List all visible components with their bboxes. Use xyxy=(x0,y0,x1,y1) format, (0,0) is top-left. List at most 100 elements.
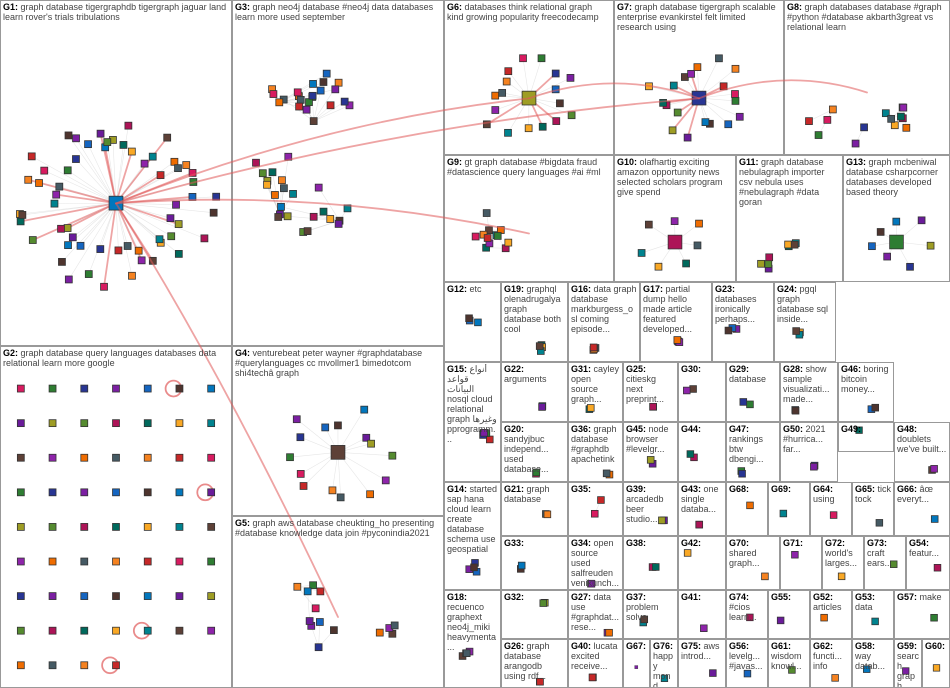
node-icon xyxy=(539,404,546,411)
group-panel-g32: G32: xyxy=(501,590,568,639)
node-icon xyxy=(505,239,512,246)
group-panel-g47: G47: rankings btw dbengi... xyxy=(726,422,780,482)
node-icon xyxy=(725,327,732,334)
node-icon xyxy=(164,134,171,141)
node-icon xyxy=(120,141,127,148)
node-icon xyxy=(144,627,151,634)
node-icon xyxy=(17,489,24,496)
node-icon xyxy=(647,456,654,463)
network-svg xyxy=(853,591,893,638)
group-panel-g12: G12: etc xyxy=(444,282,501,362)
group-panel-g6: G6: databases think relational graph kin… xyxy=(444,0,614,155)
group-panel-g53: G53: data xyxy=(852,590,894,639)
node-icon xyxy=(176,420,183,427)
node-icon xyxy=(310,80,317,87)
network-svg xyxy=(839,423,893,451)
group-panel-g5: G5: graph aws database cheukting_ho pres… xyxy=(232,516,444,688)
network-svg xyxy=(853,483,893,535)
node-icon xyxy=(494,233,501,240)
node-icon xyxy=(97,246,104,253)
node-icon xyxy=(589,674,596,681)
node-icon xyxy=(890,235,904,249)
node-icon xyxy=(303,106,310,113)
node-icon xyxy=(17,454,24,461)
node-icon xyxy=(332,86,339,93)
node-icon xyxy=(638,250,645,257)
node-icon xyxy=(183,162,190,169)
node-icon xyxy=(320,208,327,215)
node-icon xyxy=(747,502,754,509)
node-icon xyxy=(176,454,183,461)
node-icon xyxy=(888,115,895,122)
network-svg xyxy=(569,483,622,535)
network-svg xyxy=(727,483,767,535)
node-icon xyxy=(208,558,215,565)
group-panel-g75: G75: aws introd... xyxy=(678,639,726,688)
node-icon xyxy=(684,134,691,141)
node-icon xyxy=(382,477,389,484)
network-svg xyxy=(769,591,809,638)
group-panel-g24: G24: pgql graph database sql inside... xyxy=(774,282,836,362)
node-icon xyxy=(838,573,845,580)
node-icon xyxy=(732,91,739,98)
node-icon xyxy=(49,420,56,427)
node-icon xyxy=(598,497,605,504)
node-icon xyxy=(280,185,287,192)
network-svg xyxy=(502,591,567,638)
node-icon xyxy=(144,558,151,565)
group-panel-g69: G69: xyxy=(768,482,810,536)
node-icon xyxy=(306,618,313,625)
node-icon xyxy=(310,118,317,125)
node-icon xyxy=(297,96,304,103)
node-icon xyxy=(652,564,659,571)
group-panel-g7: G7: graph database tigergraph scalable e… xyxy=(614,0,784,155)
network-svg xyxy=(679,537,725,589)
network-svg xyxy=(502,537,567,589)
node-icon xyxy=(269,169,276,176)
node-icon xyxy=(777,617,784,624)
node-icon xyxy=(138,257,145,264)
node-icon xyxy=(483,210,490,217)
node-icon xyxy=(389,452,396,459)
node-icon xyxy=(361,406,368,413)
node-icon xyxy=(538,55,545,62)
node-icon xyxy=(168,233,175,240)
node-icon xyxy=(176,558,183,565)
group-panel-g48: G48: doublets we've built... xyxy=(894,422,950,482)
node-icon xyxy=(499,89,506,96)
node-icon xyxy=(208,454,215,461)
node-icon xyxy=(315,184,322,191)
node-icon xyxy=(259,170,266,177)
group-panel-g40: G40: lucata excited receive... xyxy=(568,639,623,688)
node-icon xyxy=(296,103,303,110)
node-icon xyxy=(208,593,215,600)
node-icon xyxy=(208,420,215,427)
network-svg xyxy=(727,423,779,481)
node-icon xyxy=(537,678,544,685)
node-icon xyxy=(208,627,215,634)
node-icon xyxy=(694,242,701,249)
node-icon xyxy=(65,132,72,139)
group-panel-g76: G76: happy mond... xyxy=(650,639,678,688)
network-svg xyxy=(895,483,949,535)
node-icon xyxy=(709,670,716,677)
node-icon xyxy=(49,593,56,600)
node-icon xyxy=(109,196,123,210)
node-icon xyxy=(829,106,836,113)
network-svg xyxy=(502,283,567,361)
node-icon xyxy=(694,64,701,71)
group-panel-g52: G52: articles xyxy=(810,590,852,639)
node-icon xyxy=(376,629,383,636)
network-svg xyxy=(502,363,567,421)
node-icon xyxy=(135,247,142,254)
network-svg xyxy=(679,363,725,421)
node-icon xyxy=(552,86,559,93)
node-icon xyxy=(157,172,164,179)
group-panel-g30: G30: xyxy=(678,362,726,422)
node-icon xyxy=(518,562,525,569)
node-icon xyxy=(486,436,493,443)
node-icon xyxy=(104,139,111,146)
node-icon xyxy=(341,98,348,105)
node-icon xyxy=(503,78,510,85)
node-icon xyxy=(463,650,470,657)
